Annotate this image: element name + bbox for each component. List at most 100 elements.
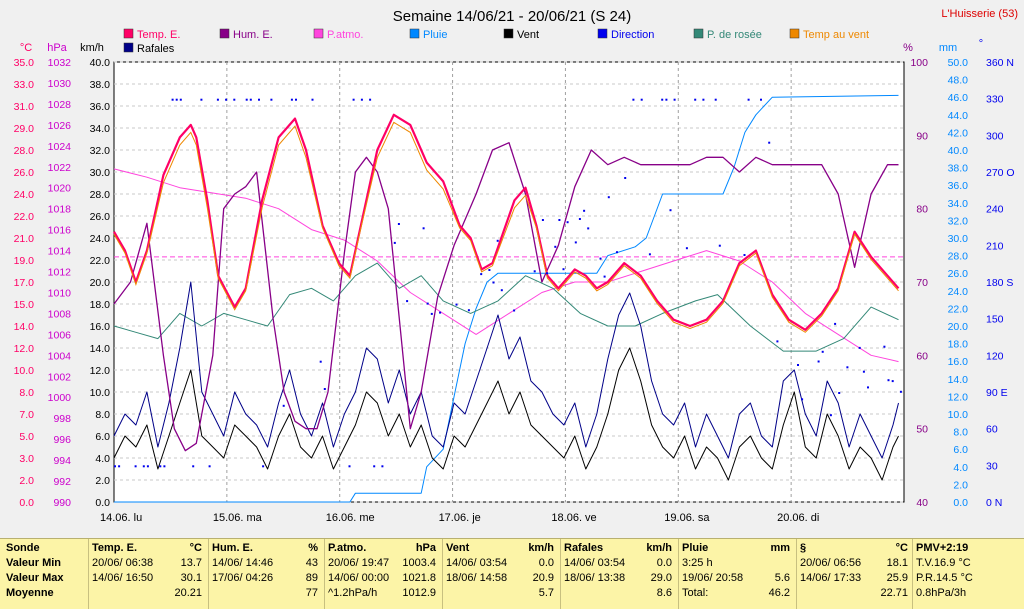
stats-value: 43 — [305, 557, 318, 569]
stats-row: 14/06/ 03:54 0.0 — [564, 556, 672, 571]
stats-value: 46.2 — [768, 587, 790, 599]
stats-separator — [208, 539, 209, 609]
wind-tick-label: 30.0 — [90, 167, 111, 179]
day-label: 18.06. ve — [551, 512, 596, 524]
temp-tick-label: 29.0 — [14, 123, 35, 135]
day-label: 20.06. di — [777, 512, 819, 524]
direction-dot — [114, 465, 116, 468]
press-tick-label: 1002 — [48, 371, 72, 383]
legend-swatch — [503, 28, 514, 39]
dir-tick-label: 30 — [986, 460, 998, 472]
stats-row: Moyenne — [6, 586, 86, 601]
wind-tick-label: 24.0 — [90, 233, 111, 245]
stats-label: Valeur Max — [6, 572, 64, 584]
series-line-temp-au-vent — [113, 121, 899, 333]
day-label: 19.06. sa — [664, 512, 710, 524]
direction-dot — [406, 300, 409, 303]
chart-title: Semaine 14/06/21 - 20/06/21 (S 24) — [393, 8, 632, 25]
stats-value: 25.9 — [886, 572, 908, 584]
dir-tick-label: 330 — [986, 94, 1004, 106]
rain-tick-label: 38.0 — [948, 163, 969, 175]
direction-dot — [632, 98, 635, 101]
legend-swatch — [219, 28, 230, 39]
direction-dot — [467, 309, 470, 312]
stats-row: 17/06/ 04:26 89 — [212, 571, 318, 586]
direction-dot — [426, 302, 429, 305]
stats-value: 29.0 — [650, 572, 672, 584]
press-tick-label: 1006 — [48, 329, 72, 341]
stats-value: 77 — [305, 587, 318, 599]
press-tick-label: 1012 — [48, 267, 72, 279]
stats-value: 20.21 — [174, 587, 202, 599]
stats-row: 14/06/ 00:00 1021.8 — [328, 571, 436, 586]
direction-dot — [587, 227, 590, 230]
temp-tick-label: 24.0 — [14, 189, 35, 201]
direction-dot — [208, 465, 211, 468]
legend-label: P. de rosée — [707, 29, 762, 41]
direction-dot — [455, 303, 458, 306]
rain-tick-label: 16.0 — [948, 356, 969, 368]
stats-value: % — [308, 542, 318, 554]
direction-dot — [768, 141, 771, 144]
stats-label: 0.8hPa/3h — [916, 587, 967, 599]
wind-tick-label: 16.0 — [90, 321, 111, 333]
direction-dot — [500, 289, 503, 292]
stats-row: 14/06/ 17:33 25.9 — [800, 571, 908, 586]
direction-dot — [821, 350, 824, 353]
stats-separator — [912, 539, 913, 609]
series-line-temp-e — [113, 113, 900, 331]
rain-tick-label: 34.0 — [948, 198, 969, 210]
stats-row: Valeur Min — [6, 556, 86, 571]
press-tick-label: 1010 — [48, 287, 72, 299]
hum-tick-label: 80 — [916, 204, 928, 216]
stats-row: Sonde — [6, 541, 86, 556]
stats-row: 3:25 h — [682, 556, 790, 571]
direction-dot — [290, 98, 293, 101]
direction-dot — [578, 218, 581, 220]
wind-tick-label: 32.0 — [90, 145, 111, 157]
stats-separator — [324, 539, 325, 609]
temp-tick-label: 19.0 — [14, 255, 35, 267]
stats-label: 18/06/ 14:58 — [446, 572, 508, 584]
dir-tick-label: 120 — [986, 350, 1004, 362]
rain-tick-label: 14.0 — [948, 374, 969, 386]
series-line-rafales — [113, 281, 899, 459]
legend-label: Hum. E. — [233, 29, 273, 41]
temp-tick-label: 33.0 — [14, 79, 35, 91]
direction-dot — [311, 98, 314, 101]
legend: Temp. E. Hum. E. P.atmo. Pluie Vent Direction… — [123, 28, 869, 55]
wind-tick-label: 4.0 — [95, 453, 110, 465]
stats-row: P.atmo. hPa — [328, 541, 436, 556]
direction-dot — [891, 380, 894, 383]
press-tick-label: 1000 — [48, 392, 72, 404]
stats-label: 14/06/ 03:54 — [564, 557, 626, 569]
direction-dot — [714, 98, 717, 101]
stats-label: 14/06/ 16:50 — [92, 572, 154, 584]
press-tick-label: 1028 — [48, 99, 72, 111]
stats-row: 14/06/ 16:50 30.1 — [92, 571, 202, 586]
temp-tick-label: 35.0 — [14, 57, 35, 69]
rain-tick-label: 46.0 — [948, 92, 969, 104]
stats-label: 17/06/ 04:26 — [212, 572, 274, 584]
direction-dot — [607, 196, 610, 199]
direction-dot — [834, 322, 837, 325]
rain-tick-label: 2.0 — [953, 479, 968, 491]
direction-dot — [319, 360, 322, 363]
stats-row: 18/06/ 14:58 20.9 — [446, 571, 554, 586]
stats-row: 20/06/ 06:38 13.7 — [92, 556, 202, 571]
rain-tick-label: 24.0 — [948, 286, 969, 298]
direction-dot — [533, 270, 536, 273]
plot-area — [113, 61, 905, 503]
hum-tick-label: 40 — [916, 497, 928, 509]
dir-tick-label: 150 — [986, 314, 1004, 326]
rain-tick-label: 12.0 — [948, 391, 969, 403]
stats-row: 14/06/ 03:54 0.0 — [446, 556, 554, 571]
dir-tick-label: 270 O — [986, 167, 1015, 179]
wind-tick-label: 36.0 — [90, 101, 111, 113]
stats-label: 14/06/ 14:46 — [212, 557, 274, 569]
direction-dot — [846, 366, 849, 369]
direction-dot — [743, 254, 746, 256]
direction-dot — [360, 98, 363, 101]
rain-tick-label: 40.0 — [948, 145, 969, 157]
wind-tick-label: 40.0 — [90, 57, 111, 69]
